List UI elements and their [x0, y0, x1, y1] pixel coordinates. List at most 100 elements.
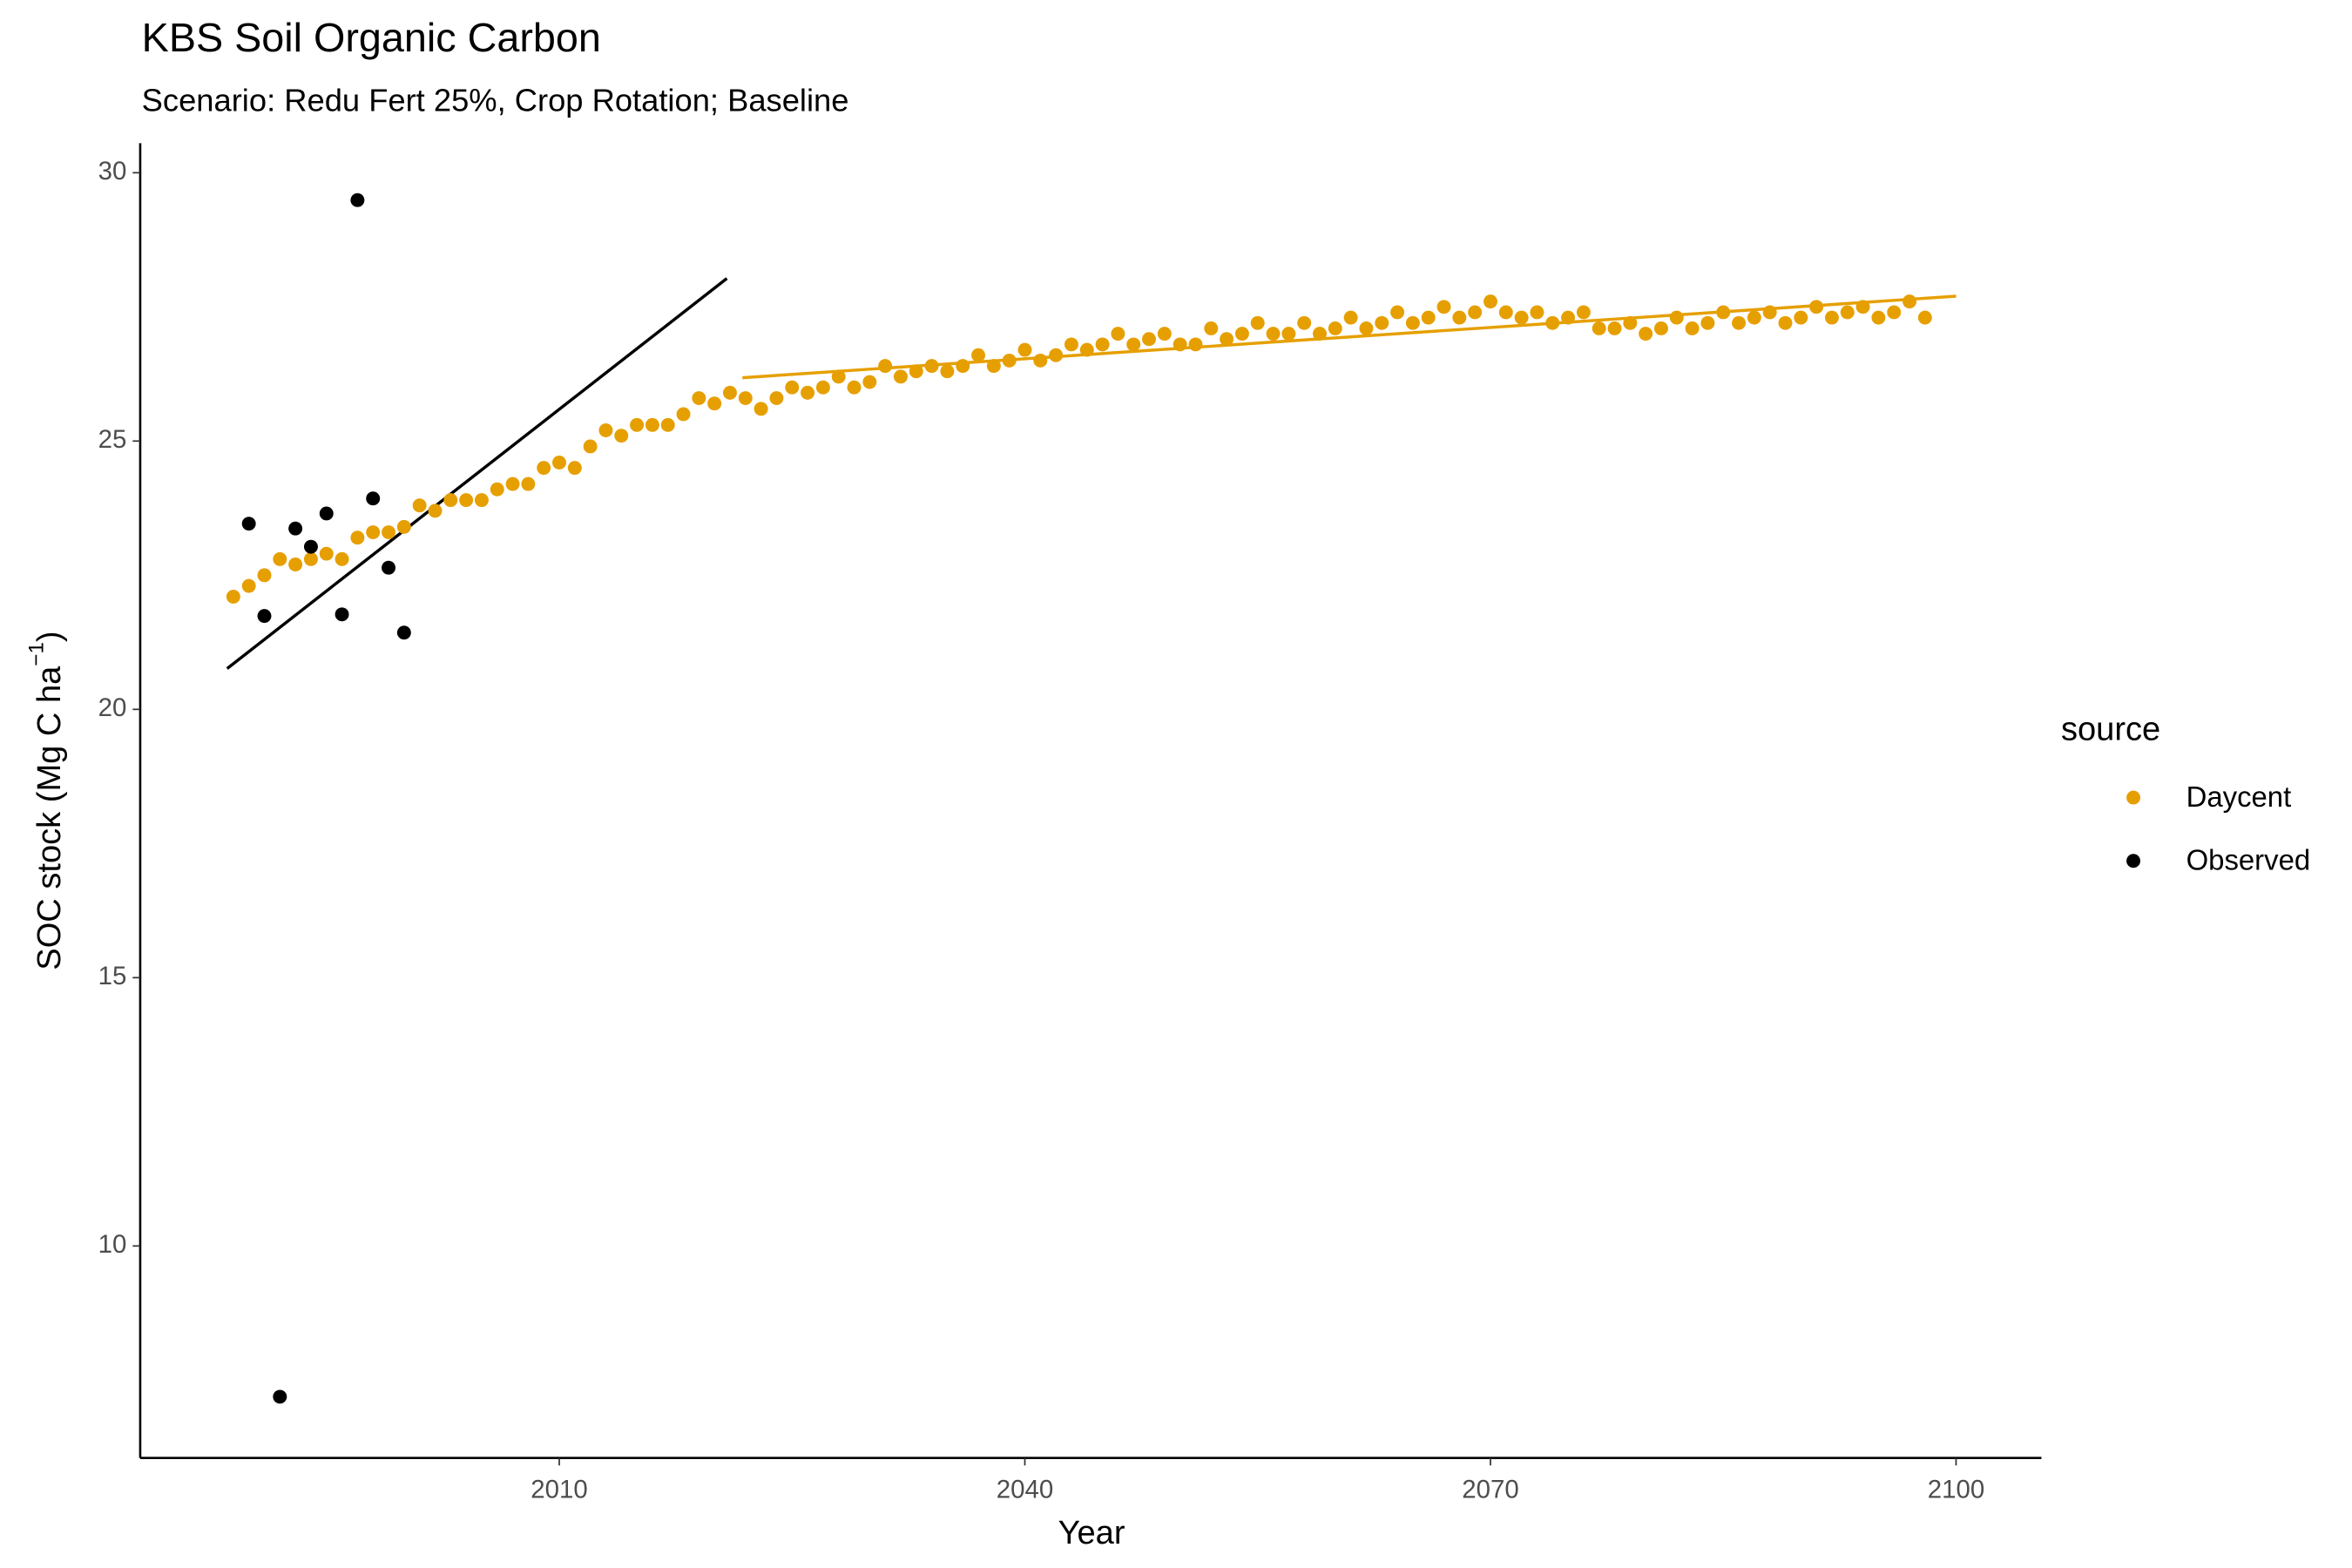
y-axis-label-end: )	[31, 631, 68, 642]
y-axis-label: SOC stock (Mg C ha−1)	[25, 631, 68, 970]
point	[645, 417, 659, 432]
y-tick-label: 20	[98, 693, 127, 722]
point	[1095, 337, 1110, 352]
point	[396, 519, 411, 534]
point	[1002, 353, 1017, 368]
y-tick-label: 15	[98, 962, 127, 990]
point	[924, 359, 939, 374]
point	[831, 369, 846, 384]
point	[1607, 321, 1622, 335]
point	[1498, 305, 1513, 320]
point	[738, 391, 753, 405]
point	[660, 417, 675, 432]
point	[273, 551, 287, 566]
point	[878, 359, 893, 374]
point	[583, 439, 598, 454]
point	[1824, 310, 1839, 325]
point	[443, 493, 458, 508]
point	[1530, 305, 1544, 320]
point	[1017, 342, 1032, 357]
point	[785, 380, 800, 395]
point	[614, 429, 629, 443]
point	[1343, 310, 1358, 325]
point	[1484, 294, 1497, 309]
point	[1297, 315, 1312, 330]
point	[971, 348, 986, 362]
point	[1514, 310, 1529, 325]
point	[1762, 305, 1777, 320]
point	[1639, 327, 1653, 341]
point	[366, 525, 381, 539]
y-tick-label: 30	[98, 157, 127, 186]
point	[1576, 305, 1591, 320]
point	[1903, 294, 1916, 309]
point	[1204, 321, 1219, 335]
point	[1747, 310, 1761, 325]
fit-line	[226, 277, 728, 670]
point	[1142, 332, 1156, 347]
point	[754, 402, 768, 416]
point	[335, 607, 349, 622]
point	[1111, 327, 1125, 341]
chart-subtitle: Scenario: Redu Fert 25%, Crop Rotation; …	[142, 82, 849, 118]
point	[1188, 337, 1203, 352]
point	[1220, 332, 1234, 347]
point	[241, 578, 256, 593]
point	[1064, 337, 1078, 352]
point	[382, 525, 395, 539]
point	[552, 455, 566, 470]
x-tick-label: 2070	[1462, 1475, 1518, 1504]
point	[1436, 300, 1451, 314]
point	[1281, 327, 1296, 341]
y-axis-label-main: SOC stock (Mg C ha	[31, 666, 68, 970]
x-tick-label: 2040	[997, 1475, 1053, 1504]
point	[1685, 321, 1700, 335]
point	[894, 369, 908, 384]
point	[474, 493, 489, 508]
point	[1855, 300, 1870, 314]
point	[1375, 315, 1389, 330]
legend-label: Observed	[2186, 844, 2311, 876]
point	[723, 385, 737, 400]
point	[257, 568, 272, 583]
point	[1778, 315, 1793, 330]
point	[940, 364, 955, 379]
point	[241, 517, 256, 531]
legend-key	[2126, 790, 2140, 805]
point	[692, 391, 706, 405]
point	[1840, 305, 1855, 320]
point	[1592, 321, 1606, 335]
point	[1405, 315, 1420, 330]
point	[567, 461, 582, 476]
y-axis-label-sup: −1	[25, 642, 49, 666]
point	[1126, 337, 1141, 352]
x-axis-label: Year	[1058, 1515, 1125, 1551]
legend-key	[2126, 854, 2140, 868]
point	[847, 380, 862, 395]
point	[986, 359, 1001, 374]
point	[335, 551, 349, 566]
point	[1700, 315, 1715, 330]
point	[862, 375, 877, 389]
y-tick-label: 10	[98, 1230, 127, 1259]
point	[1887, 305, 1902, 320]
point	[1157, 327, 1172, 341]
x-tick-label: 2010	[531, 1475, 587, 1504]
point	[319, 546, 334, 561]
point	[909, 364, 923, 379]
point	[1313, 327, 1327, 341]
point	[1468, 305, 1483, 320]
point	[1669, 310, 1684, 325]
point	[1654, 321, 1668, 335]
point	[1809, 300, 1824, 314]
point	[676, 407, 691, 422]
point	[1328, 321, 1342, 335]
point	[350, 531, 365, 545]
point	[1871, 310, 1886, 325]
point	[288, 558, 303, 571]
point	[598, 423, 613, 437]
point	[801, 385, 815, 400]
